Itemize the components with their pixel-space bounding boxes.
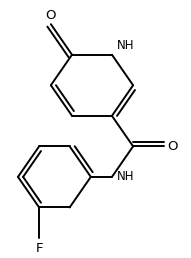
Text: O: O bbox=[46, 9, 56, 22]
Text: F: F bbox=[35, 241, 43, 254]
Text: O: O bbox=[167, 140, 178, 153]
Text: NH: NH bbox=[117, 170, 134, 183]
Text: NH: NH bbox=[117, 39, 134, 52]
